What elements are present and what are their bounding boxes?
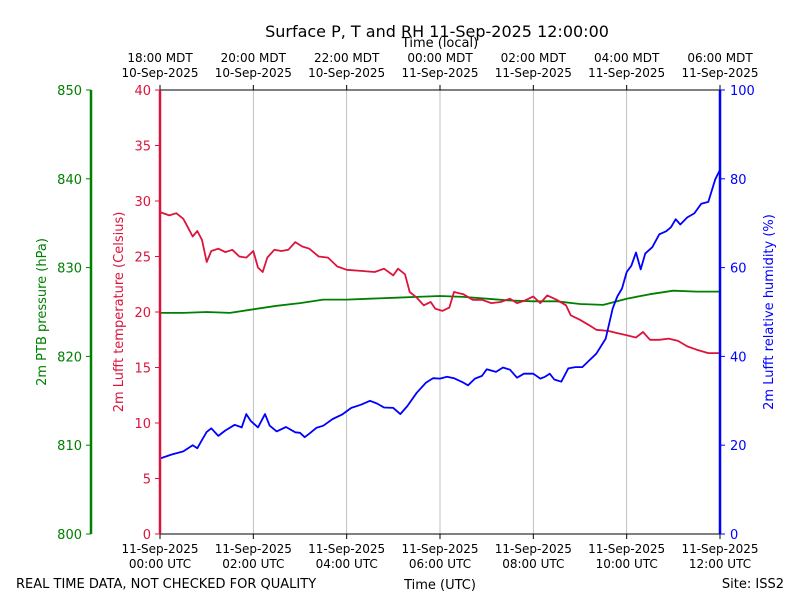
series-line-humidity bbox=[159, 169, 721, 460]
bottom-tick-label-time: 10:00 UTC bbox=[596, 557, 658, 571]
bottom-tick-label-time: 08:00 UTC bbox=[502, 557, 564, 571]
temperature-tick-label: 40 bbox=[134, 84, 151, 99]
grid-layer bbox=[252, 90, 628, 534]
series-layer bbox=[159, 169, 721, 460]
temperature-tick-label: 35 bbox=[134, 140, 151, 155]
bottom-tick-label-date: 11-Sep-2025 bbox=[588, 542, 665, 556]
humidity-tick-label: 20 bbox=[730, 439, 747, 454]
top-tick-label-date: 10-Sep-2025 bbox=[121, 66, 198, 80]
humidity-tick-label: 40 bbox=[730, 350, 747, 365]
bottom-tick-label-date: 11-Sep-2025 bbox=[401, 542, 478, 556]
top-tick-label-time: 20:00 MDT bbox=[221, 51, 287, 65]
series-line-pressure bbox=[160, 289, 720, 314]
bottom-tick-label-date: 11-Sep-2025 bbox=[681, 542, 758, 556]
pressure-axis-title: 2m PTB pressure (hPa) bbox=[35, 238, 50, 386]
temperature-tick-label: 30 bbox=[134, 195, 151, 210]
top-tick-label-time: 02:00 MDT bbox=[501, 51, 567, 65]
chart-title: Surface P, T and RH 11-Sep-2025 12:00:00 bbox=[265, 22, 609, 41]
humidity-tick-label: 60 bbox=[730, 262, 747, 277]
top-tick-label-date: 11-Sep-2025 bbox=[495, 66, 572, 80]
humidity-tick-label: 0 bbox=[730, 528, 738, 543]
humidity-tick-label: 80 bbox=[730, 173, 747, 188]
bottom-tick-label-time: 00:00 UTC bbox=[129, 557, 191, 571]
top-tick-label-date: 10-Sep-2025 bbox=[215, 66, 292, 80]
temperature-tick-label: 15 bbox=[134, 362, 151, 377]
top-tick-label-time: 18:00 MDT bbox=[127, 51, 193, 65]
bottom-tick-label-time: 12:00 UTC bbox=[689, 557, 751, 571]
top-tick-label-date: 11-Sep-2025 bbox=[681, 66, 758, 80]
temperature-axis-title: 2m Lufft temperature (Celsius) bbox=[112, 212, 127, 413]
pressure-tick-label: 840 bbox=[57, 173, 82, 188]
bottom-tick-label-time: 04:00 UTC bbox=[316, 557, 378, 571]
bottom-tick-label-date: 11-Sep-2025 bbox=[121, 542, 198, 556]
bottom-tick-label-date: 11-Sep-2025 bbox=[215, 542, 292, 556]
quality-disclaimer: REAL TIME DATA, NOT CHECKED FOR QUALITY bbox=[16, 577, 316, 592]
top-tick-label-time: 00:00 MDT bbox=[407, 51, 473, 65]
pressure-tick-label: 830 bbox=[57, 262, 82, 277]
temperature-tick-label: 0 bbox=[143, 528, 151, 543]
bottom-tick-label-time: 06:00 UTC bbox=[409, 557, 471, 571]
top-axis-label: Time (local) bbox=[401, 36, 478, 51]
bottom-tick-label-date: 11-Sep-2025 bbox=[495, 542, 572, 556]
top-tick-label-date: 10-Sep-2025 bbox=[308, 66, 385, 80]
top-tick-label-date: 11-Sep-2025 bbox=[401, 66, 478, 80]
pressure-tick-label: 850 bbox=[57, 84, 82, 99]
temperature-tick-label: 10 bbox=[134, 417, 151, 432]
pressure-tick-label: 810 bbox=[57, 439, 82, 454]
top-tick-label-time: 04:00 MDT bbox=[594, 51, 660, 65]
temperature-tick-label: 25 bbox=[134, 251, 151, 266]
humidity-tick-label: 100 bbox=[730, 84, 755, 99]
bottom-tick-label-time: 02:00 UTC bbox=[222, 557, 284, 571]
temperature-tick-label: 5 bbox=[143, 473, 151, 488]
humidity-axis-title: 2m Lufft relative humidity (%) bbox=[762, 214, 777, 410]
pressure-tick-label: 800 bbox=[57, 528, 82, 543]
top-tick-label-date: 11-Sep-2025 bbox=[588, 66, 665, 80]
pressure-tick-label: 820 bbox=[57, 350, 82, 365]
bottom-tick-label-date: 11-Sep-2025 bbox=[308, 542, 385, 556]
site-label: Site: ISS2 bbox=[722, 577, 784, 592]
bottom-axis-label: Time (UTC) bbox=[403, 578, 476, 593]
top-tick-label-time: 06:00 MDT bbox=[687, 51, 753, 65]
top-tick-label-time: 22:00 MDT bbox=[314, 51, 380, 65]
temperature-tick-label: 20 bbox=[134, 306, 151, 321]
